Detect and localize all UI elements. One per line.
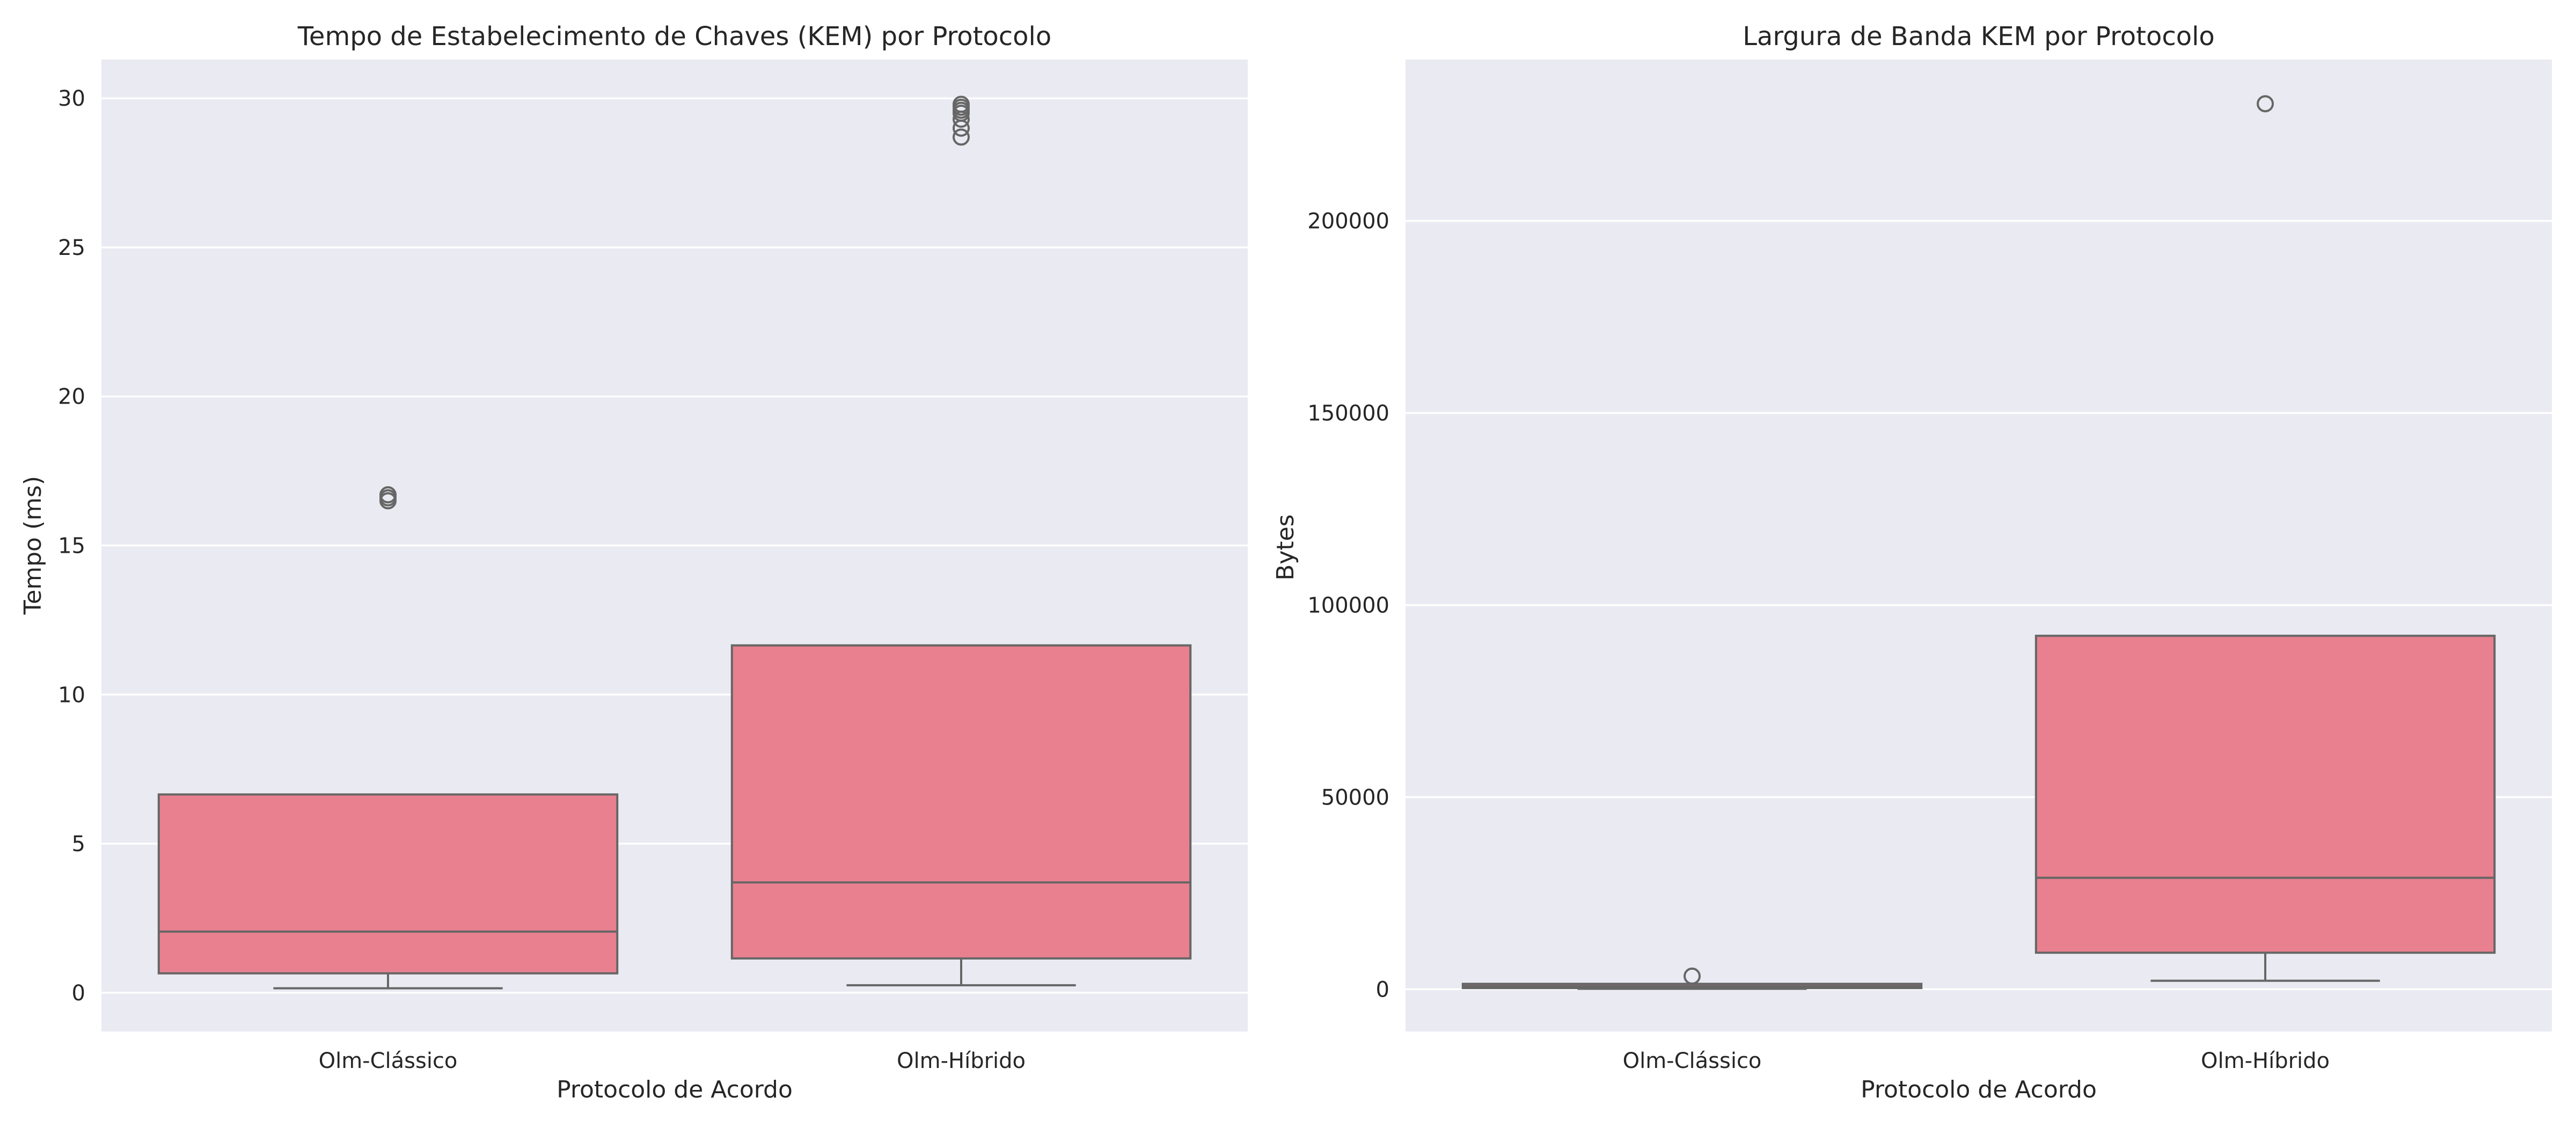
- boxes-time: [157, 96, 1192, 990]
- box-olm-hibrido: [730, 96, 1192, 986]
- y-tick-label: 5: [72, 832, 85, 857]
- y-tick-label: 200000: [1307, 209, 1389, 234]
- boxes-bandwidth: [1461, 95, 2496, 990]
- outlier-point: [953, 128, 970, 146]
- y-tick-label: 15: [58, 534, 85, 559]
- y-tick-label: 20: [58, 385, 85, 409]
- box-iqr: [2035, 634, 2496, 954]
- y-ticks-time: 0 5 10 15 20 25 30: [58, 86, 85, 1006]
- y-tick-label: 25: [58, 236, 85, 260]
- x-axis-label-time: Protocolo de Acordo: [557, 1076, 793, 1103]
- outlier-point: [379, 486, 397, 504]
- x-tick-label: Olm-Clássico: [319, 1049, 458, 1073]
- box-olm-classico: [1461, 967, 1923, 990]
- chart-title-bandwidth: Largura de Banda KEM por Protocolo: [1743, 21, 2215, 52]
- y-axis-label-bandwidth: Bytes: [1272, 514, 1299, 580]
- box-olm-hibrido: [2035, 95, 2496, 982]
- outlier-point: [953, 96, 970, 113]
- x-axis-label-bandwidth: Protocolo de Acordo: [1861, 1076, 2097, 1103]
- y-tick-label: 100000: [1307, 593, 1389, 618]
- x-ticks-bandwidth: Olm-Clássico Olm-Híbrido: [1623, 1049, 2330, 1073]
- box-iqr: [157, 793, 619, 975]
- x-tick-label: Olm-Híbrido: [897, 1049, 1026, 1073]
- x-ticks-time: Olm-Clássico Olm-Híbrido: [319, 1049, 1026, 1073]
- y-tick-label: 150000: [1307, 401, 1389, 426]
- y-tick-label: 0: [1376, 977, 1389, 1002]
- y-tick-label: 50000: [1321, 785, 1389, 810]
- outlier-point: [2257, 95, 2274, 113]
- x-tick-label: Olm-Híbrido: [2201, 1049, 2330, 1073]
- y-axis-label-time: Tempo (ms): [19, 476, 47, 615]
- y-tick-label: 30: [58, 86, 85, 111]
- box-iqr: [730, 644, 1192, 960]
- y-tick-label: 10: [58, 683, 85, 707]
- chart-panel-time: 0 5 10 15 20 25 30 Olm-Clássico Olm-Híbrido Tem…: [19, 21, 1248, 1103]
- chart-title-time: Tempo de Estabelecimento de Chaves (KEM)…: [297, 21, 1052, 52]
- outlier-point: [1684, 967, 1701, 985]
- y-tick-label: 0: [72, 981, 85, 1006]
- x-tick-label: Olm-Clássico: [1623, 1049, 1762, 1073]
- y-ticks-bandwidth: 0 50000 100000 150000 200000: [1307, 209, 1389, 1002]
- box-olm-classico: [157, 486, 619, 990]
